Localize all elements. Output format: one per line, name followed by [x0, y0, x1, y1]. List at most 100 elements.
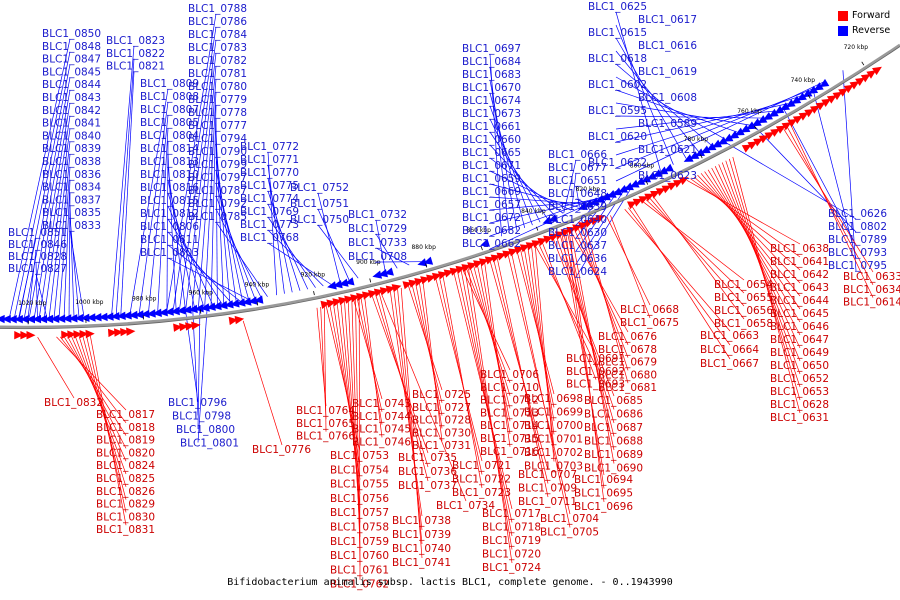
forward-gene-label: BLC1_0759	[330, 536, 389, 548]
reverse-gene-arrow	[542, 216, 553, 225]
leader-line	[356, 298, 383, 412]
tick-mark	[807, 94, 811, 99]
forward-gene-arrow	[792, 115, 803, 124]
forward-gene-label: BLC1_0663	[700, 330, 759, 342]
forward-gene-label: BLC1_0754	[330, 464, 389, 476]
forward-gene-label: BLC1_0755	[330, 479, 389, 491]
reverse-gene-label: BLC1_0768	[240, 232, 299, 244]
reverse-gene-label: BLC1_0813	[140, 156, 199, 168]
leader-line	[516, 251, 555, 395]
reverse-gene-label: BLC1_0617	[638, 14, 697, 26]
forward-gene-label: BLC1_0641	[770, 256, 829, 268]
tick-mark	[256, 301, 259, 306]
legend-forward-label: Forward	[852, 10, 891, 21]
leader-line	[320, 307, 327, 419]
leader-line	[615, 76, 725, 140]
reverse-gene-label: BLC1_0787	[188, 185, 247, 197]
leader-line	[242, 320, 283, 446]
forward-gene-arrow	[764, 132, 775, 141]
reverse-gene-label: BLC1_0814	[140, 143, 199, 155]
forward-gene-label: BLC1_0830	[96, 511, 155, 523]
leader-line	[351, 300, 361, 552]
forward-gene-arrow	[872, 66, 882, 76]
forward-gene-label: BLC1_0756	[330, 493, 389, 505]
legend-forward: Forward	[838, 8, 898, 23]
forward-gene-label: BLC1_0776	[252, 444, 311, 456]
reverse-gene-label: BLC1_0827	[8, 263, 67, 275]
reverse-gene-arrow	[768, 108, 779, 117]
reverse-gene-arrow	[158, 308, 168, 317]
leader-line	[563, 159, 577, 214]
leader-line	[615, 115, 763, 119]
forward-gene-arrow	[391, 284, 402, 293]
reverse-gene-arrow	[230, 299, 240, 308]
forward-gene-label: BLC1_0675	[620, 317, 679, 329]
leader-line	[215, 208, 262, 298]
forward-gene-arrow	[866, 70, 877, 79]
reverse-gene-label: BLC1_0844	[42, 79, 101, 91]
forward-gene-label: BLC1_0644	[770, 295, 829, 307]
reverse-gene-label: BLC1_0660	[462, 134, 521, 146]
forward-gene-label: BLC1_0678	[598, 344, 657, 356]
forward-gene-label: BLC1_0655	[714, 292, 773, 304]
forward-gene-label: BLC1_0633	[843, 271, 900, 283]
leader-line	[534, 245, 597, 355]
forward-gene-label: BLC1_0758	[330, 522, 389, 534]
reverse-gene-label: BLC1_0769	[240, 206, 299, 218]
forward-gene-label: BLC1_0680	[598, 369, 657, 381]
tick-mark	[754, 125, 757, 130]
leader-line	[435, 278, 483, 462]
reverse-gene-arrow	[253, 295, 264, 304]
forward-gene-arrow	[810, 105, 820, 114]
reverse-gene-arrow	[98, 312, 108, 322]
reverse-gene-arrow	[176, 306, 186, 315]
forward-gene-arrow	[554, 231, 565, 240]
leader-line	[489, 118, 541, 223]
reverse-gene-label: BLC1_0637	[548, 240, 607, 252]
forward-gene-label: BLC1_0714	[480, 420, 539, 432]
forward-gene-label: BLC1_0718	[482, 522, 541, 534]
forward-gene-label: BLC1_0710	[480, 382, 539, 394]
reverse-gene-arrow	[746, 121, 757, 130]
forward-gene-arrow	[85, 329, 95, 339]
leader-line	[783, 128, 874, 273]
reverse-gene-arrow	[68, 314, 78, 323]
reverse-gene-arrow	[623, 182, 634, 191]
forward-gene-arrow	[758, 135, 769, 144]
reverse-gene-arrow	[689, 151, 700, 159]
forward-gene-arrow	[14, 331, 24, 340]
backbone-line	[0, 43, 900, 329]
reverse-gene-label: BLC1_0775	[240, 180, 299, 192]
forward-gene-arrow	[627, 201, 637, 210]
leader-line	[645, 199, 745, 294]
reverse-gene-label: BLC1_0657	[462, 199, 521, 211]
reverse-gene-arrow	[333, 280, 343, 289]
reverse-gene-label: BLC1_0802	[828, 221, 887, 233]
leader-line	[63, 179, 71, 317]
leader-line	[35, 273, 48, 318]
forward-gene-label: BLC1_0724	[482, 562, 541, 574]
leader-line	[542, 242, 597, 380]
leader-line	[167, 192, 204, 307]
leader-line	[411, 284, 443, 403]
leader-line	[172, 26, 217, 310]
reverse-gene-arrow	[664, 163, 674, 172]
reverse-gene-label: BLC1_0843	[42, 92, 101, 104]
reverse-gene-label: BLC1_0616	[638, 40, 697, 52]
reverse-gene-label: BLC1_0621	[638, 144, 697, 156]
forward-gene-label: BLC1_0832	[44, 397, 103, 409]
tick-mark	[425, 263, 428, 268]
reverse-gene-label: BLC1_0618	[588, 53, 647, 65]
reverse-gene-arrow	[7, 315, 17, 324]
forward-gene-label: BLC1_0713	[480, 407, 539, 419]
forward-gene-arrow	[667, 182, 678, 191]
forward-gene-arrow	[26, 331, 36, 340]
leader-line	[167, 166, 186, 309]
reverse-gene-label: BLC1_0623	[638, 170, 697, 182]
leader-line	[364, 297, 383, 438]
forward-gene-label: BLC1_0646	[770, 321, 829, 333]
forward-gene-label: BLC1_0698	[524, 393, 583, 405]
forward-gene-label: BLC1_0736	[398, 466, 457, 478]
leader-line	[786, 126, 874, 285]
gene-labels: BLC1_0850BLC1_0848BLC1_0847BLC1_0845BLC1…	[8, 1, 900, 591]
